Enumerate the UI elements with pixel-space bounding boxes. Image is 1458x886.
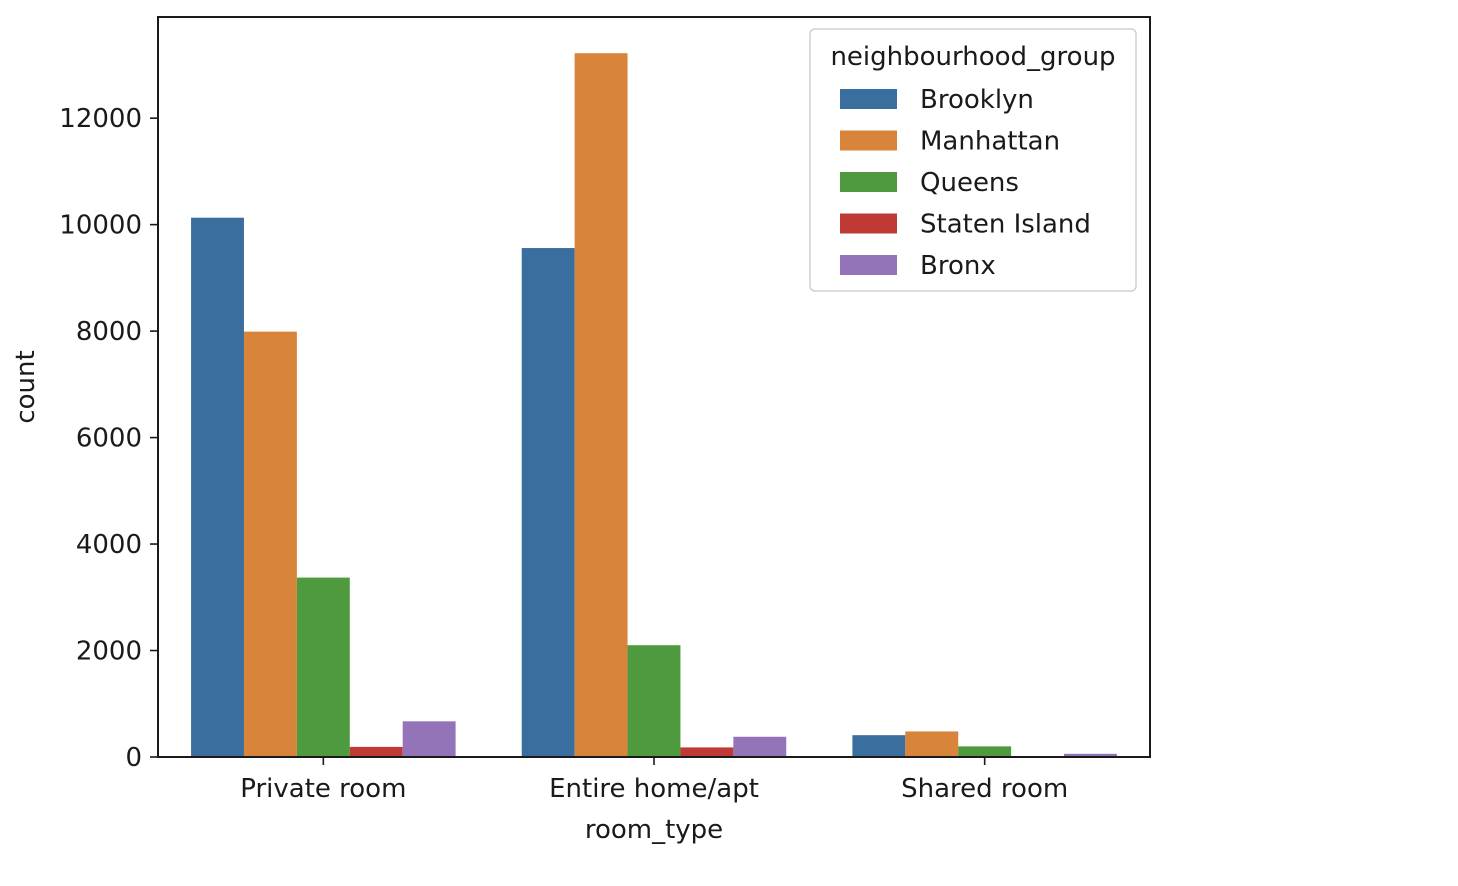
bar-manhattan-0	[243, 331, 297, 757]
bar-bronx-0	[402, 721, 456, 757]
y-tick-label: 6000	[76, 424, 142, 454]
x-axis-label: room_type	[585, 815, 723, 845]
bar-bronx-2	[1064, 753, 1117, 757]
y-tick-label: 10000	[59, 211, 142, 241]
legend-label: Manhattan	[920, 127, 1060, 157]
x-tick-label: Entire home/apt	[549, 774, 759, 804]
y-tick-label: 4000	[76, 530, 142, 560]
legend-swatch	[840, 89, 897, 109]
legend-items: Brooklyn Manhattan Queens Staten Island Bron…	[840, 85, 1091, 281]
legend-swatch	[840, 213, 897, 234]
y-axis-label: count	[11, 350, 41, 423]
y-tick-label: 0	[125, 743, 142, 773]
bar-brooklyn-1	[521, 248, 575, 757]
legend-label: Brooklyn	[920, 85, 1034, 115]
legend-label: Queens	[920, 168, 1019, 198]
x-tick-label: Private room	[240, 774, 406, 804]
y-tick-label: 2000	[76, 637, 142, 667]
bar-staten-island-0	[349, 746, 403, 757]
y-axis: 0 2000 4000 6000 8000 10000 12000	[59, 104, 158, 773]
bar-queens-2	[958, 746, 1012, 757]
y-tick-label: 12000	[59, 104, 142, 134]
bar-brooklyn-0	[191, 217, 244, 758]
bar-queens-0	[296, 577, 350, 757]
bar-bronx-1	[733, 736, 787, 757]
legend-swatch	[840, 172, 897, 192]
legend-label: Bronx	[920, 251, 996, 281]
bar-manhattan-1	[574, 53, 628, 758]
bar-queens-1	[627, 645, 681, 757]
bar-brooklyn-2	[852, 735, 906, 757]
legend-title: neighbourhood_group	[830, 42, 1115, 72]
bars-layer	[191, 53, 1117, 758]
legend-swatch	[840, 255, 897, 275]
bar-manhattan-2	[905, 731, 959, 757]
legend-swatch	[840, 130, 897, 151]
legend-label: Staten Island	[920, 210, 1091, 240]
bar-staten-island-1	[680, 747, 734, 757]
y-tick-label: 8000	[76, 317, 142, 347]
x-axis: Private room Entire home/apt Shared room	[240, 757, 1068, 804]
x-tick-label: Shared room	[901, 774, 1068, 804]
legend: neighbourhood_group Brooklyn Manhattan Que…	[809, 28, 1137, 292]
